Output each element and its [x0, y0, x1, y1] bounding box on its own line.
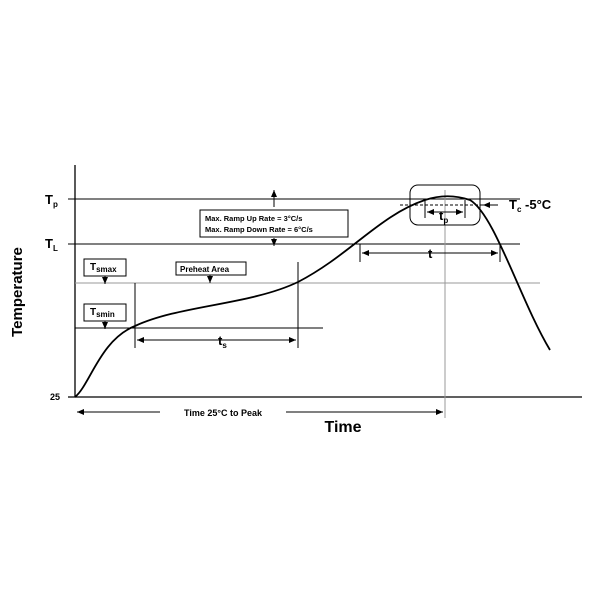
small-arrows	[102, 190, 496, 329]
peak-box	[409, 184, 481, 226]
arrows	[77, 209, 498, 415]
label-backdrop	[160, 405, 286, 419]
axes	[68, 165, 582, 398]
label-base: T	[509, 197, 517, 212]
tsmin-label: Tsmin	[90, 307, 115, 319]
label-sub: s	[222, 341, 227, 350]
tp-width-label: tp	[439, 208, 448, 225]
tp-label: Tp	[45, 192, 58, 209]
tc-label: Tc -5°C	[509, 197, 552, 214]
time-to-peak-label: Time 25°C to Peak	[184, 408, 263, 418]
y-axis-title: Temperature	[9, 247, 26, 337]
label-base: t	[439, 208, 444, 223]
label-base: T	[90, 307, 96, 318]
preheat-label: Preheat Area	[180, 265, 230, 274]
label-sub: L	[53, 244, 58, 253]
profile-curve	[74, 195, 551, 398]
label-sub: p	[443, 216, 448, 225]
guide-lines	[68, 190, 540, 418]
ramp-down-label: Max. Ramp Down Rate = 6°C/s	[205, 225, 313, 234]
label-sub: smin	[96, 310, 115, 319]
start-label: 25	[50, 392, 60, 402]
t-label: t	[428, 246, 433, 261]
label-base: T	[45, 236, 53, 251]
ramp-up-label: Max. Ramp Up Rate = 3°C/s	[205, 214, 302, 223]
label-base: T	[45, 192, 53, 207]
label-base: T	[90, 262, 96, 273]
label-base: t	[218, 333, 223, 348]
label-rest: -5°C	[521, 197, 551, 212]
ts-label: ts	[218, 333, 227, 350]
tsmax-label: Tsmax	[90, 262, 117, 274]
x-axis-title: Time	[324, 419, 361, 436]
tl-label: TL	[45, 236, 58, 253]
label-sub: c	[517, 205, 522, 214]
label-sub: smax	[96, 265, 117, 274]
label-boxes	[83, 209, 349, 322]
label-sub: p	[53, 200, 58, 209]
